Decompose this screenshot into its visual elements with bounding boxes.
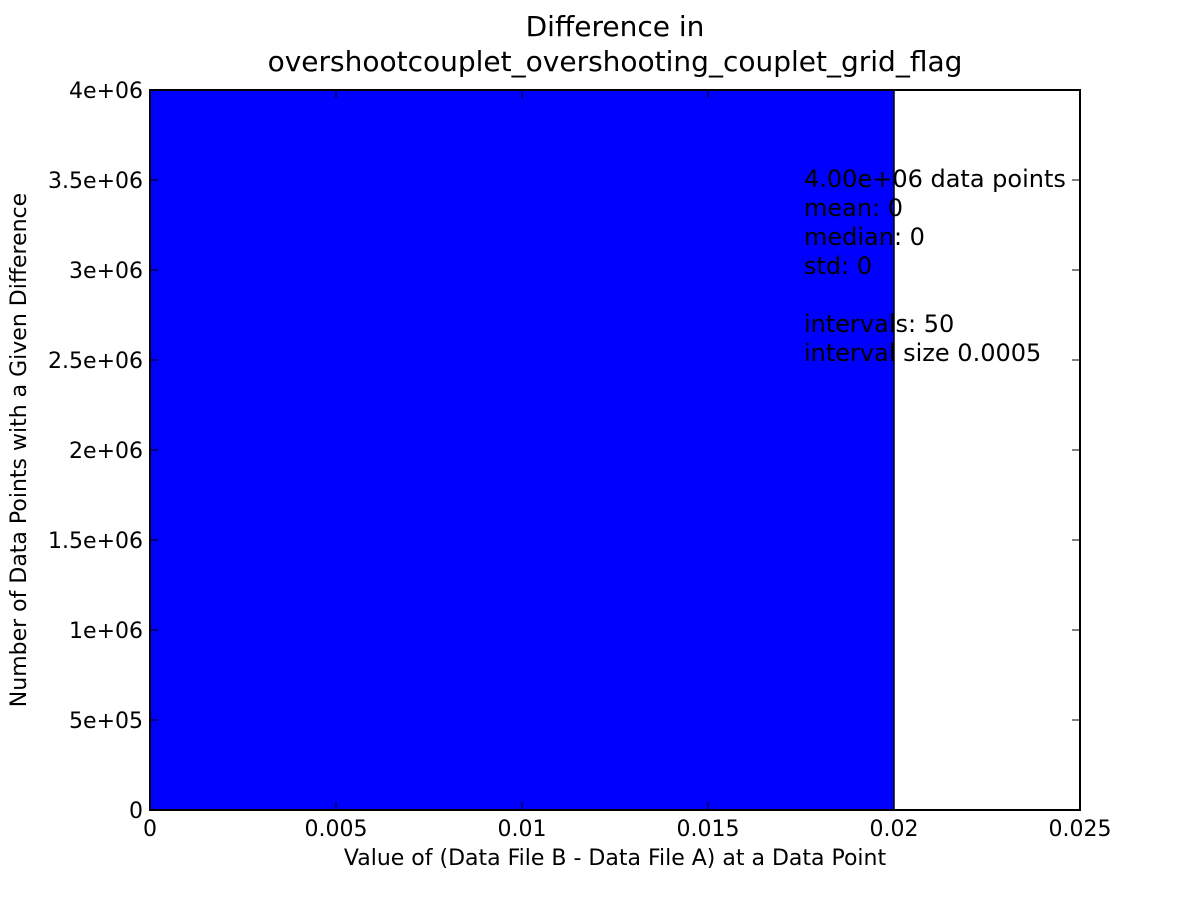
annotation-line-1: mean: 0 xyxy=(804,194,903,222)
x-tick-label: 0.025 xyxy=(1049,817,1112,842)
chart-title-line-2: overshootcouplet_overshooting_couplet_gr… xyxy=(268,45,963,78)
x-tick-label: 0.02 xyxy=(870,817,919,842)
y-tick-label: 2e+06 xyxy=(69,439,143,464)
y-tick-label: 3.5e+06 xyxy=(48,169,143,194)
y-tick-label: 3e+06 xyxy=(69,259,143,284)
histogram-bar-0 xyxy=(149,89,895,811)
y-tick-label: 1.5e+06 xyxy=(48,529,143,554)
axis-ticks: 0 0.005 0.01 0.015 0.02 0.025 0 5e+05 1e+06 1.5e+… xyxy=(48,79,1111,842)
x-tick-label: 0.01 xyxy=(498,817,547,842)
y-tick-label: 5e+05 xyxy=(69,709,143,734)
histogram-bars xyxy=(149,89,895,811)
y-tick-label: 2.5e+06 xyxy=(48,349,143,374)
x-axis-label: Value of (Data File B - Data File A) at … xyxy=(344,846,887,871)
annotation-line-5: intervals: 50 xyxy=(804,310,954,338)
annotation-line-0: 4.00e+06 data points xyxy=(804,165,1066,193)
y-tick-label: 0 xyxy=(129,799,143,824)
chart-title-line-1: Difference in xyxy=(526,10,705,43)
annotation-line-2: median: 0 xyxy=(804,223,925,251)
y-tick-label: 4e+06 xyxy=(69,79,143,104)
x-tick-label: 0 xyxy=(143,817,157,842)
plot-area-frame xyxy=(149,89,1081,811)
annotation-line-3: std: 0 xyxy=(804,252,872,280)
annotation-line-6: interval size 0.0005 xyxy=(804,339,1041,367)
x-tick-label: 0.015 xyxy=(677,817,740,842)
y-tick-label: 1e+06 xyxy=(69,619,143,644)
y-axis-label: Number of Data Points with a Given Diffe… xyxy=(7,193,32,707)
x-tick-label: 0.005 xyxy=(305,817,368,842)
